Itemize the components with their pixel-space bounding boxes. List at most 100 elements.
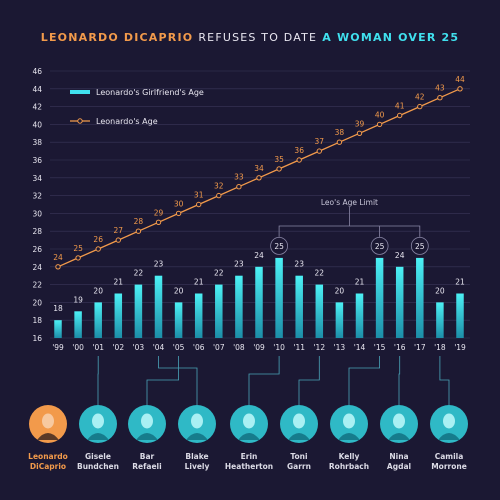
portrait-name: Camila Morrone [431,452,467,471]
y-tick-label: 40 [32,120,42,129]
leo-age-label: 31 [194,191,204,200]
portrait-name: Nina Agdal [386,452,412,471]
y-tick-label: 38 [32,138,42,147]
leo-age-label: 41 [395,102,405,111]
portrait-name: Leonardo DiCaprio [28,452,68,471]
bar [355,293,364,338]
bar [255,266,263,338]
leo-age-point [397,112,403,119]
portrait-name: Kelly Rohrbach [328,452,370,471]
bar [416,257,424,338]
bar-value-label: 20 [435,286,445,295]
x-tick-label: '10 [273,343,285,352]
leo-age-label: 32 [214,182,224,191]
title-highlight: A WOMAN OVER 25 [322,31,460,44]
x-tick-label: '19 [454,343,466,352]
bar-value-label: 25 [415,242,425,251]
title-name: LEONARDO DICAPRIO [40,31,194,44]
age-limit-annotation: Leo's Age Limit [321,198,378,207]
bar-value-label: 21 [114,278,124,287]
connector-line [439,356,450,405]
bar [315,284,324,338]
portrait-shoulders [388,433,410,440]
connector-line [348,356,380,405]
bar-value-label: 25 [274,242,284,251]
page-title: LEONARDO DICAPRIO REFUSES TO DATE A WOMA… [0,31,500,44]
y-tick-label: 24 [32,263,42,272]
y-tick-label: 26 [32,245,42,254]
leo-age-label: 35 [274,155,284,164]
x-tick-label: '08 [233,343,245,352]
x-tick-label: '99 [52,343,64,352]
leo-age-label: 42 [415,93,425,102]
bar-value-label: 23 [234,260,244,269]
portrait-face [443,413,455,429]
portrait-face [293,413,305,429]
bar [375,257,384,338]
leo-age-point [336,139,343,145]
portrait-shoulders [37,433,59,440]
portrait-face [92,413,104,429]
highlight-circle [410,236,429,255]
bar [74,311,82,338]
x-tick-label: '12 [313,343,325,352]
leo-age-label: 25 [73,244,83,253]
bar [335,302,344,338]
y-tick-label: 42 [32,103,42,112]
bar [275,257,283,338]
portrait-face [343,413,355,429]
bar-value-label: 22 [134,269,144,278]
leo-age-label: 29 [154,208,164,217]
leo-age-point [115,237,122,243]
x-tick-label: '05 [173,343,185,352]
leo-age-point [356,130,363,137]
leo-age-label: 44 [455,75,465,84]
bar [94,302,102,338]
leo-age-point [437,95,443,101]
portrait-face [191,413,203,429]
bar-value-label: 20 [174,286,184,295]
leo-age-label: 33 [234,173,244,182]
bar-value-label: 24 [254,251,264,260]
portrait-shoulders [438,433,460,440]
legend-label-girlfriend: Leonardo's Girlfriend's Age [96,88,204,97]
bar [54,320,62,338]
portrait-face [243,413,255,429]
bar [194,293,203,338]
x-tick-label: '11 [293,343,305,352]
leo-age-point [256,175,262,181]
x-tick-label: '01 [92,343,104,352]
y-tick-label: 18 [32,316,42,325]
bar-value-label: 20 [335,286,345,295]
bar-value-label: 21 [194,278,204,287]
leo-age-label: 30 [174,199,184,208]
x-tick-label: '09 [253,343,265,352]
leo-age-label: 37 [315,137,325,146]
y-tick-label: 46 [32,67,42,76]
connector-line [398,356,401,405]
leo-age-point [276,166,282,172]
title-middle: REFUSES TO DATE [198,31,318,44]
bar [154,275,163,338]
y-tick-label: 34 [32,174,42,183]
bar [215,284,223,338]
portrait-name: Bar Refaeli [132,452,162,471]
portrait-face [141,413,153,429]
bar-value-label: 22 [214,269,224,278]
leo-age-label: 26 [93,235,103,244]
leo-age-label: 40 [375,110,385,119]
leo-age-label: 34 [254,164,264,173]
bar [114,293,123,338]
legend-marker-leo [77,118,83,124]
bar-value-label: 19 [73,295,83,304]
leo-age-label: 43 [435,84,445,93]
bar-value-label: 20 [93,286,103,295]
leo-age-label: 39 [355,119,365,128]
bar [295,275,303,338]
portrait-shoulders [338,433,360,440]
portrait-name: Erin Heatherton [224,452,274,471]
leo-age-point [55,264,61,270]
y-tick-label: 22 [32,281,42,290]
leo-age-point [196,201,202,208]
